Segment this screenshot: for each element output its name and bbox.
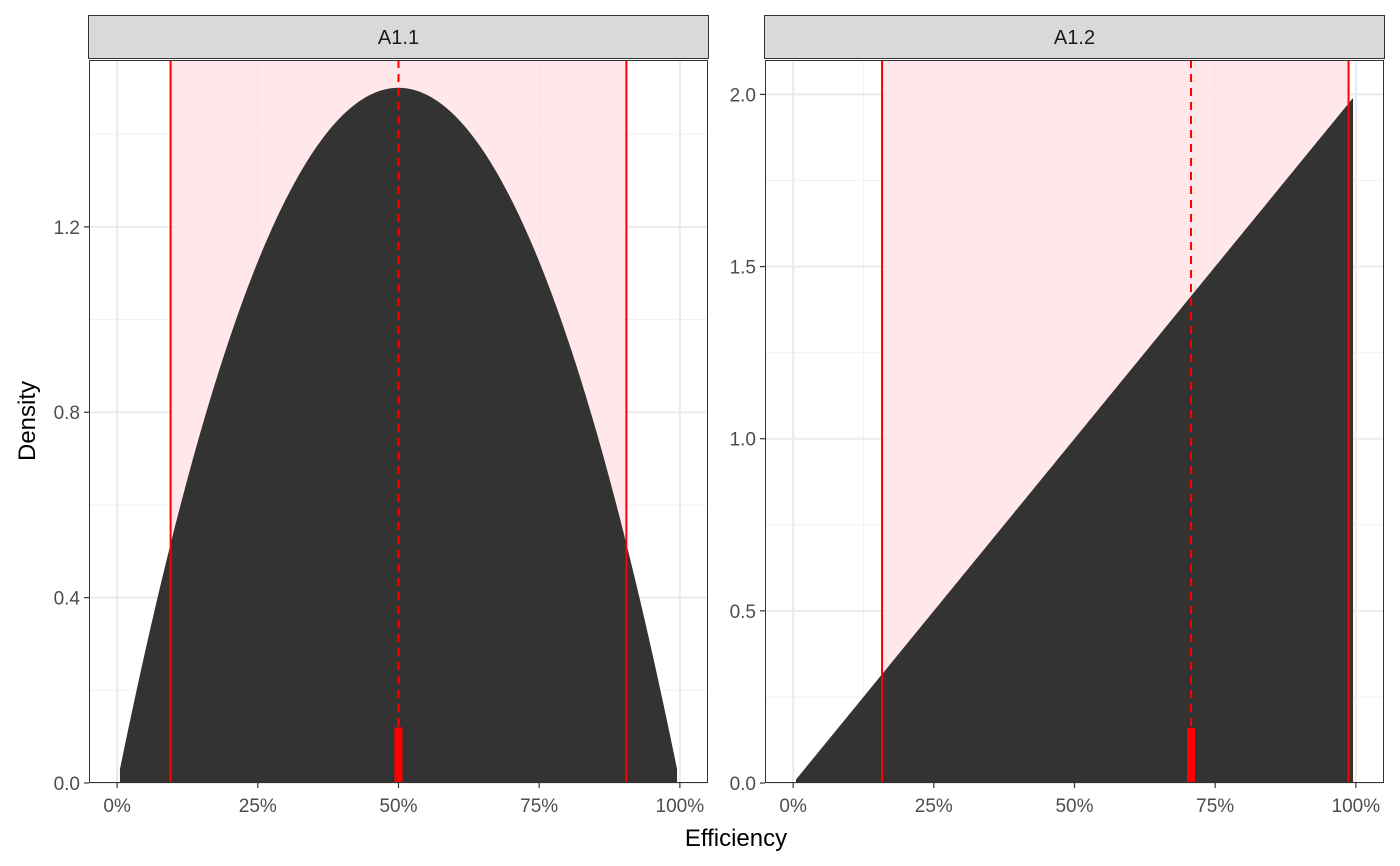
density-area	[119, 87, 678, 783]
x-tick-label: 75%	[520, 796, 558, 817]
plot-area-a1-2: 0% 25% 50% 75% 100% 0.0 0.5 1.0 1.5 2.0	[730, 60, 1384, 817]
point-estimate-marker	[1186, 727, 1195, 783]
y-tick-label: 0.4	[54, 589, 81, 610]
panel-a1-1: A1.1 0% 25% 50% 75% 100% 0.0 0.4 0.8 1.2	[54, 15, 709, 817]
y-tick-label: 1.5	[730, 258, 756, 279]
y-tick-label: 1.0	[730, 430, 756, 451]
y-tick-label: 2.0	[730, 85, 756, 106]
x-axis-title: Efficiency	[685, 825, 787, 852]
panel-a1-2: A1.2 0% 25% 50% 75% 100% 0.0 0.5 1.0 1.5 2.0	[730, 15, 1385, 817]
y-tick-label: 0.0	[54, 774, 80, 795]
strip-background-a1-1	[88, 15, 709, 59]
x-tick-label: 50%	[1055, 796, 1093, 817]
y-tick-label: 0.5	[730, 602, 756, 623]
strip-background-a1-2	[764, 15, 1385, 59]
x-tick-label: 0%	[779, 796, 807, 817]
panel-border	[89, 60, 708, 783]
density-area	[795, 97, 1354, 784]
point-estimate-marker	[394, 727, 403, 783]
y-axis-title: Density	[14, 381, 41, 461]
y-tick-label: 0.0	[730, 774, 756, 795]
x-tick-label: 100%	[1332, 796, 1381, 817]
y-tick-label: 1.2	[54, 218, 80, 239]
x-tick-label: 25%	[239, 796, 277, 817]
x-tick-label: 25%	[915, 796, 953, 817]
x-tick-label: 0%	[103, 796, 131, 817]
x-tick-label: 100%	[656, 796, 705, 817]
plot-area-a1-1: 0% 25% 50% 75% 100% 0.0 0.4 0.8 1.2	[54, 60, 708, 817]
y-tick-label: 0.8	[54, 403, 80, 424]
x-tick-label: 50%	[379, 796, 417, 817]
strip-label-a1-2: A1.2	[1054, 27, 1095, 49]
strip-label-a1-1: A1.1	[378, 27, 419, 49]
panel-border	[765, 60, 1384, 783]
x-tick-label: 75%	[1196, 796, 1234, 817]
